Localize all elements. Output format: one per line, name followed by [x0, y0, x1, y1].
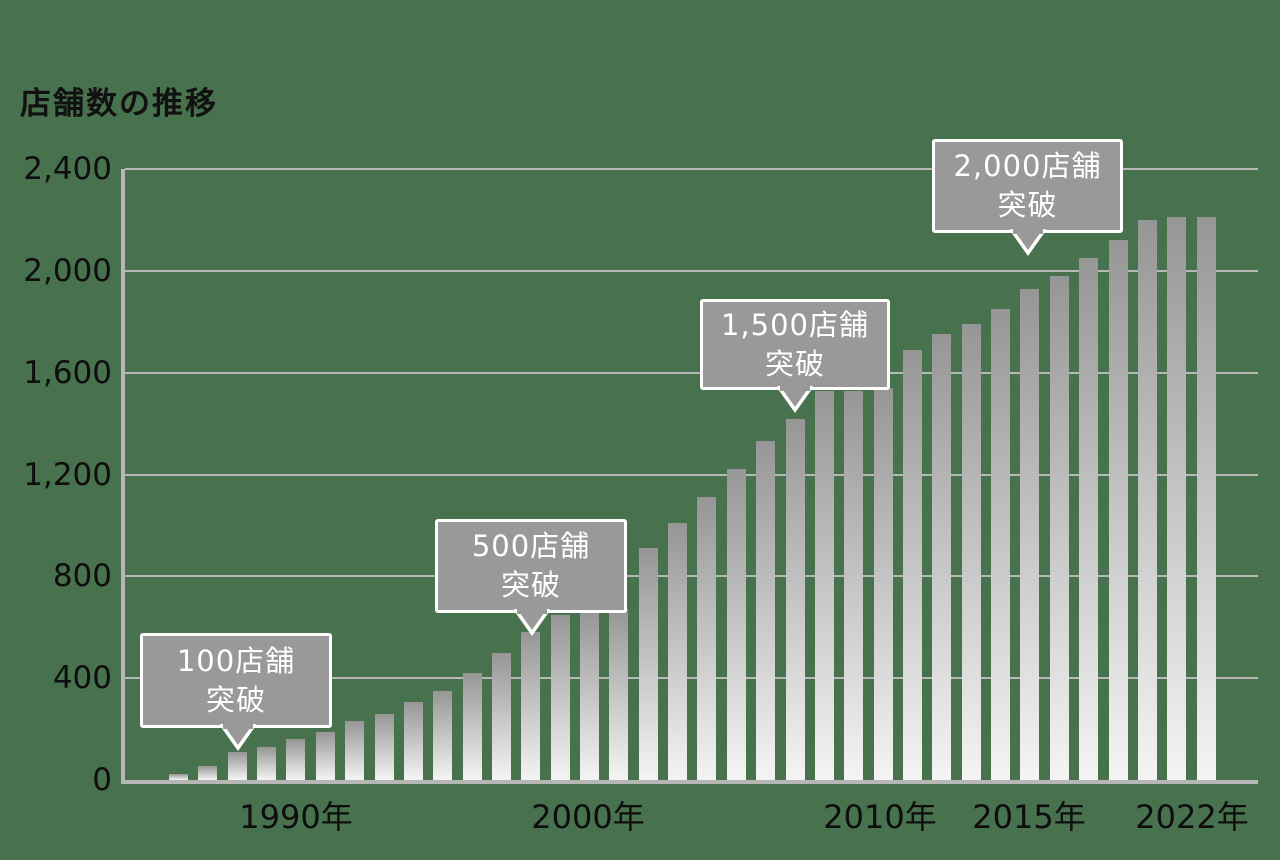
bar [903, 349, 922, 780]
bar [814, 390, 834, 780]
y-axis-label: 1,200 [23, 456, 112, 493]
callout-text: 突破 [997, 188, 1058, 222]
callout-text: 突破 [205, 682, 266, 717]
callout-text: 100店舗 [176, 643, 296, 678]
bar [609, 609, 629, 780]
bar [345, 721, 365, 780]
bar [1167, 217, 1187, 780]
bar [1020, 288, 1040, 780]
gridline [125, 269, 1258, 272]
callout-pointer-icon [1009, 229, 1047, 256]
bar [1108, 240, 1128, 780]
bar [462, 673, 482, 780]
callout: 1,500店舗 突破 [700, 299, 890, 390]
y-axis-label: 400 [52, 660, 112, 697]
bar [668, 522, 688, 780]
callout-text: 突破 [500, 568, 561, 602]
chart-title: 店舗数の推移 [20, 86, 218, 122]
bar [1079, 258, 1099, 780]
callout-text: 1,500店舗 [720, 307, 870, 342]
bar [1196, 217, 1216, 780]
callout-pointer-icon [513, 609, 551, 636]
bar [961, 324, 981, 780]
bar [374, 713, 394, 780]
callout-text: 2,000店舗 [953, 149, 1102, 183]
bar [227, 752, 247, 780]
x-axis-label: 2000年 [531, 798, 645, 836]
x-axis-label: 2022年 [1135, 798, 1249, 836]
callout-text: 500店舗 [471, 529, 591, 563]
bar [521, 632, 541, 780]
bar [785, 418, 805, 780]
bar [198, 766, 218, 780]
bar [726, 469, 746, 780]
y-axis-label: 800 [52, 558, 112, 595]
callout-text: 突破 [764, 346, 825, 381]
gridline [125, 575, 1258, 578]
y-axis-label: 2,400 [23, 151, 112, 187]
plot-area [121, 168, 1258, 784]
bar [433, 690, 453, 780]
bar [873, 387, 893, 780]
bar [844, 390, 864, 780]
callout-pointer-icon [776, 386, 814, 413]
bar [286, 739, 306, 780]
gridline [125, 168, 1258, 170]
y-axis-label: 0 [92, 762, 112, 798]
x-axis-label: 2015年 [972, 798, 1086, 836]
gridline [125, 371, 1258, 374]
bar [638, 548, 658, 780]
callout: 2,000店舗 突破 [932, 139, 1123, 233]
bar [756, 441, 776, 780]
bar [491, 652, 511, 780]
callout: 100店舗突破 [140, 633, 332, 728]
y-axis-label: 1,600 [23, 354, 112, 391]
bar [257, 746, 277, 780]
gridline [125, 473, 1258, 476]
bar [1137, 219, 1157, 780]
bar [403, 702, 423, 780]
x-axis-label: 2010年 [823, 798, 937, 836]
bar [1049, 275, 1069, 780]
callout: 500店舗突破 [435, 519, 627, 613]
bar [991, 309, 1011, 780]
bar [932, 334, 952, 780]
bar [550, 614, 570, 780]
gridline [125, 677, 1258, 680]
bar [697, 497, 717, 780]
y-axis-label: 2,000 [23, 252, 112, 289]
callout-pointer-icon [219, 724, 257, 751]
bar [169, 773, 188, 780]
bar [315, 731, 335, 780]
x-axis-label: 1990年 [239, 798, 353, 836]
bar [580, 611, 600, 780]
